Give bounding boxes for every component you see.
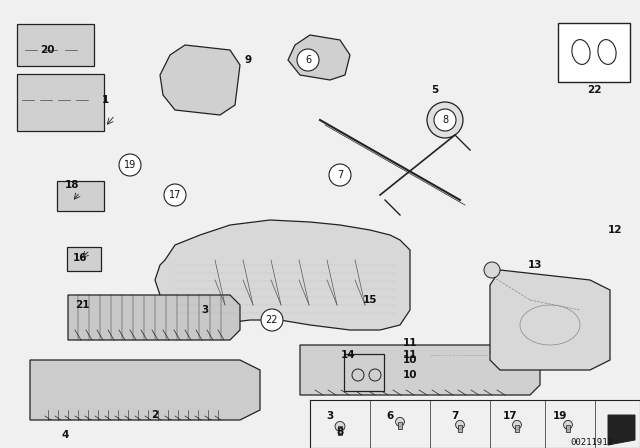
Circle shape xyxy=(329,164,351,186)
Text: 17: 17 xyxy=(502,411,517,421)
Text: 00211912: 00211912 xyxy=(570,438,614,447)
Polygon shape xyxy=(300,345,540,395)
Text: 4: 4 xyxy=(61,430,68,440)
Circle shape xyxy=(297,49,319,71)
Text: 10: 10 xyxy=(403,370,417,380)
Polygon shape xyxy=(490,270,610,370)
Text: 17: 17 xyxy=(169,190,181,200)
Circle shape xyxy=(164,184,186,206)
Polygon shape xyxy=(68,295,240,340)
Text: 7: 7 xyxy=(451,411,459,421)
Text: 6: 6 xyxy=(387,411,394,421)
FancyBboxPatch shape xyxy=(558,23,630,82)
Text: 22: 22 xyxy=(266,315,278,325)
FancyBboxPatch shape xyxy=(17,24,94,66)
Text: 8: 8 xyxy=(337,427,344,437)
Text: 19: 19 xyxy=(124,160,136,170)
Circle shape xyxy=(261,309,283,331)
Text: 10: 10 xyxy=(403,355,417,365)
Circle shape xyxy=(427,102,463,138)
Polygon shape xyxy=(608,415,635,445)
Text: 15: 15 xyxy=(363,295,377,305)
Circle shape xyxy=(513,420,522,429)
Text: 12: 12 xyxy=(608,225,622,235)
Text: 11: 11 xyxy=(403,350,417,360)
Text: 3: 3 xyxy=(326,411,333,421)
Circle shape xyxy=(564,420,572,429)
Text: 1: 1 xyxy=(101,95,109,105)
Polygon shape xyxy=(160,45,240,115)
Bar xyxy=(515,425,519,432)
Text: 2: 2 xyxy=(152,410,159,420)
Text: 19: 19 xyxy=(553,411,567,421)
Polygon shape xyxy=(288,35,350,80)
Text: 14: 14 xyxy=(340,350,355,360)
Text: 20: 20 xyxy=(40,45,54,55)
Circle shape xyxy=(396,418,404,426)
Text: 13: 13 xyxy=(528,260,542,270)
FancyBboxPatch shape xyxy=(344,354,384,391)
Bar xyxy=(566,425,570,432)
Text: 22: 22 xyxy=(587,85,601,95)
Text: 5: 5 xyxy=(431,85,438,95)
Polygon shape xyxy=(30,360,260,420)
Text: 6: 6 xyxy=(305,55,311,65)
Text: 18: 18 xyxy=(65,180,79,190)
Circle shape xyxy=(456,420,465,429)
Text: 9: 9 xyxy=(244,55,252,65)
Text: 8: 8 xyxy=(442,115,448,125)
Bar xyxy=(338,426,342,435)
FancyBboxPatch shape xyxy=(17,74,104,131)
Circle shape xyxy=(119,154,141,176)
Circle shape xyxy=(484,262,500,278)
Bar xyxy=(458,425,462,432)
Circle shape xyxy=(335,422,345,431)
Text: 11: 11 xyxy=(403,338,417,348)
FancyBboxPatch shape xyxy=(67,247,101,271)
FancyBboxPatch shape xyxy=(57,181,104,211)
Text: 7: 7 xyxy=(337,170,343,180)
Circle shape xyxy=(434,109,456,131)
Text: 21: 21 xyxy=(75,300,89,310)
Text: 3: 3 xyxy=(202,305,209,315)
Polygon shape xyxy=(155,220,410,330)
Text: 16: 16 xyxy=(73,253,87,263)
Bar xyxy=(398,422,402,429)
